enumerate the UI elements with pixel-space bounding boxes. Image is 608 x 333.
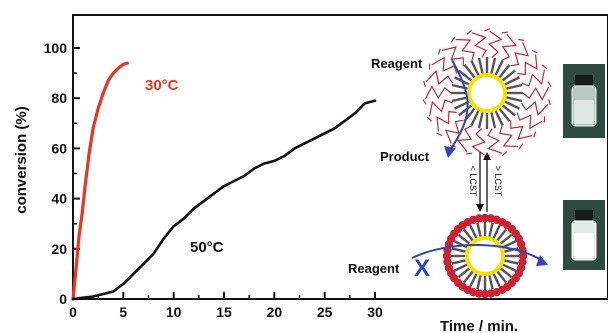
scheme-label-reagent-top: Reagent (371, 56, 423, 71)
x-tick-label: 25 (317, 304, 333, 320)
equilibrium-arrows (476, 152, 491, 212)
series-layer (71, 61, 377, 301)
x-tick-label: 5 (119, 304, 127, 320)
reagent-path-arrowhead (444, 146, 456, 158)
y-tick-label: 40 (51, 191, 67, 207)
reagent-path-arrow (449, 59, 469, 151)
vial-photo-clear (563, 64, 605, 138)
x-tick-label: 30 (367, 304, 383, 320)
series-line-1 (71, 99, 377, 301)
x-tick-label: 10 (166, 304, 182, 320)
y-axis-title: conversion (%) (13, 106, 30, 214)
vial-photo-turbid (563, 200, 605, 270)
scheme-micelle-swollen (422, 28, 552, 158)
series-label-50c: 50°C (190, 239, 224, 256)
blocked-reagent-arrowhead (536, 255, 548, 266)
y-tick-label: 0 (59, 291, 67, 307)
x-tick-label: 20 (267, 304, 283, 320)
y-tick-label: 100 (44, 40, 68, 56)
x-axis-title: Time / min. (440, 318, 518, 333)
x-tick-label: 0 (69, 304, 77, 320)
series-line-0 (71, 61, 129, 301)
plot-frame (72, 14, 608, 300)
above-lcst-label: > LCST (493, 166, 503, 197)
y-axis: 0 20 40 60 80 100 (44, 40, 80, 307)
y-tick-label: 80 (51, 90, 67, 106)
below-lcst-label: < LCST (468, 166, 478, 197)
scheme-label-product: Product (380, 149, 430, 164)
y-tick-label: 20 (51, 241, 67, 257)
blocked-reagent-arrow (411, 244, 546, 263)
scheme-label-reagent-bottom: Reagent (348, 261, 400, 276)
y-tick-label: 60 (51, 140, 67, 156)
x-axis: 0 5 10 15 20 25 30 (69, 292, 383, 320)
x-tick-label: 15 (216, 304, 232, 320)
scheme-micelle-collapsed (442, 213, 528, 299)
blocked-mark: X (414, 255, 430, 282)
series-label-30c: 30°C (145, 77, 179, 94)
